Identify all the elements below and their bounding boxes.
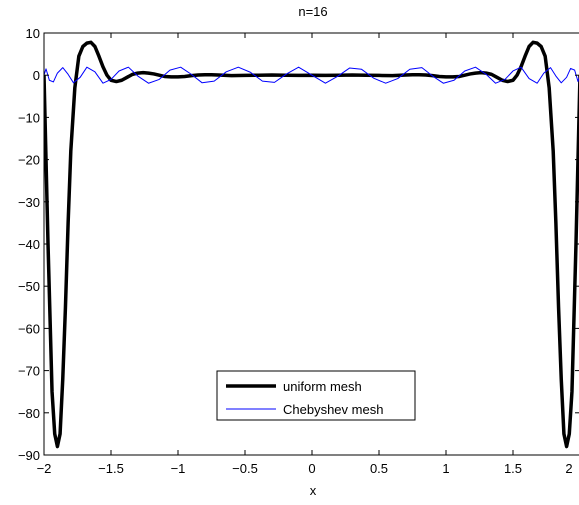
x-tick-label: 2 <box>565 461 572 476</box>
legend-box <box>216 370 416 421</box>
x-axis-ticks: −2 −1.5 −1 −0.5 0 0.5 1 1.5 2 <box>37 33 573 476</box>
series-line-chebyshev-mesh <box>44 66 579 84</box>
y-tick-label: −60 <box>18 321 40 336</box>
y-tick-label: −20 <box>18 153 40 168</box>
chart-title: n=16 <box>298 4 327 19</box>
legend: uniform mesh Chebyshev mesh <box>216 370 416 421</box>
y-tick-label: −50 <box>18 279 40 294</box>
y-tick-label: −10 <box>18 110 40 125</box>
x-tick-label: −1.5 <box>98 461 124 476</box>
x-tick-label: 1.5 <box>504 461 522 476</box>
x-tick-label: −1 <box>171 461 186 476</box>
x-tick-label: 0 <box>308 461 315 476</box>
x-tick-label: 1 <box>442 461 449 476</box>
legend-label-chebyshev-mesh: Chebyshev mesh <box>283 402 383 417</box>
y-tick-label: −30 <box>18 195 40 210</box>
y-tick-label: −80 <box>18 406 40 421</box>
x-axis-label: x <box>310 483 317 498</box>
y-axis-ticks: 10 0 −10 −20 −30 −40 −50 −60 −70 −80 −90 <box>18 26 579 463</box>
x-tick-label: −0.5 <box>232 461 258 476</box>
y-tick-label: −90 <box>18 448 40 463</box>
y-tick-label: −40 <box>18 237 40 252</box>
x-tick-label: 0.5 <box>370 461 388 476</box>
legend-label-uniform-mesh: uniform mesh <box>283 379 362 394</box>
series-layer <box>44 40 579 449</box>
y-tick-label: 0 <box>33 68 40 83</box>
x-tick-label: −2 <box>37 461 52 476</box>
y-tick-label: 10 <box>26 26 40 41</box>
y-tick-label: −70 <box>18 364 40 379</box>
